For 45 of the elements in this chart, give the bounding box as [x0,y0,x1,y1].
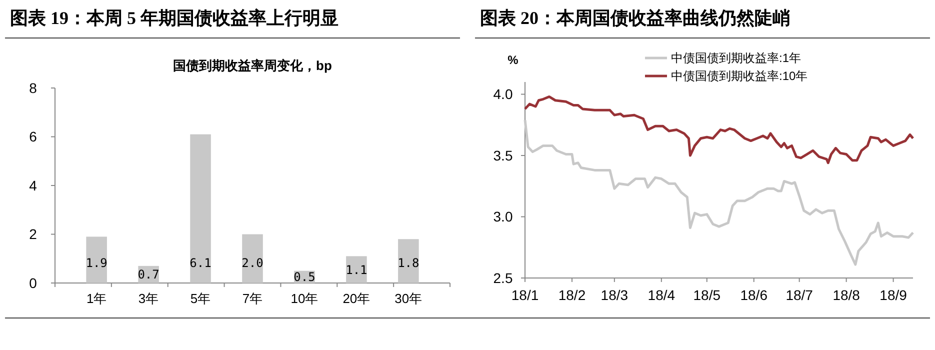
x-tick-label: 18/6 [740,287,768,303]
bar [242,234,263,283]
line-series [524,95,914,164]
data-label: 2.0 [242,256,264,270]
x-tick-label: 18/9 [880,287,908,303]
y-tick-label: 4 [29,177,38,194]
bar [398,239,419,283]
y-tick-label: 3.5 [493,147,513,164]
y-tick-label: 6 [29,128,38,145]
x-tick-label: 10年 [290,291,318,306]
y-tick-label: 4.0 [493,86,513,102]
data-label: 1.8 [398,256,420,270]
y-tick-label: 8 [29,80,38,96]
chart-title: 图表 19：本周 5 年期国债收益率上行明显 [10,8,338,28]
x-tick-label: 18/3 [600,287,628,303]
data-label: 1.1 [346,262,368,277]
x-tick-label: 18/2 [558,287,586,303]
x-tick-label: 18/7 [786,287,814,303]
x-tick-label: 18/5 [693,287,721,303]
y-tick-label: 2.5 [493,270,513,286]
x-tick-label: 5年 [190,291,211,306]
bar [86,236,107,283]
x-tick-label: 7年 [242,291,263,306]
y-axis-title: % [508,53,519,67]
y-tick-label: 3.0 [493,208,513,225]
y-tick-label: 2 [29,226,38,242]
x-tick-label: 3年 [138,291,159,306]
data-label: 6.1 [190,256,212,270]
line-series [524,118,914,266]
x-tick-label: 30年 [394,291,422,306]
x-tick-label: 20年 [342,291,370,306]
data-label: 0.7 [138,268,160,282]
x-tick-label: 18/8 [832,287,860,303]
data-label: 0.5 [294,270,316,284]
x-tick-label: 1年 [86,291,107,306]
chart-title: 图表 20：本周国债收益率曲线仍然陡峭 [480,8,790,28]
x-tick-label: 18/4 [648,287,676,303]
data-label: 1.9 [86,256,108,270]
chart-subtitle: 国债到期收益率周变化，bp [173,58,332,73]
x-tick-label: 18/1 [511,287,539,303]
bar [346,256,367,283]
bar [190,134,211,283]
legend-label: 中债国债到期收益率:10年 [671,69,808,84]
y-tick-label: 0 [29,274,38,291]
legend-label: 中债国债到期收益率:1年 [671,51,802,66]
